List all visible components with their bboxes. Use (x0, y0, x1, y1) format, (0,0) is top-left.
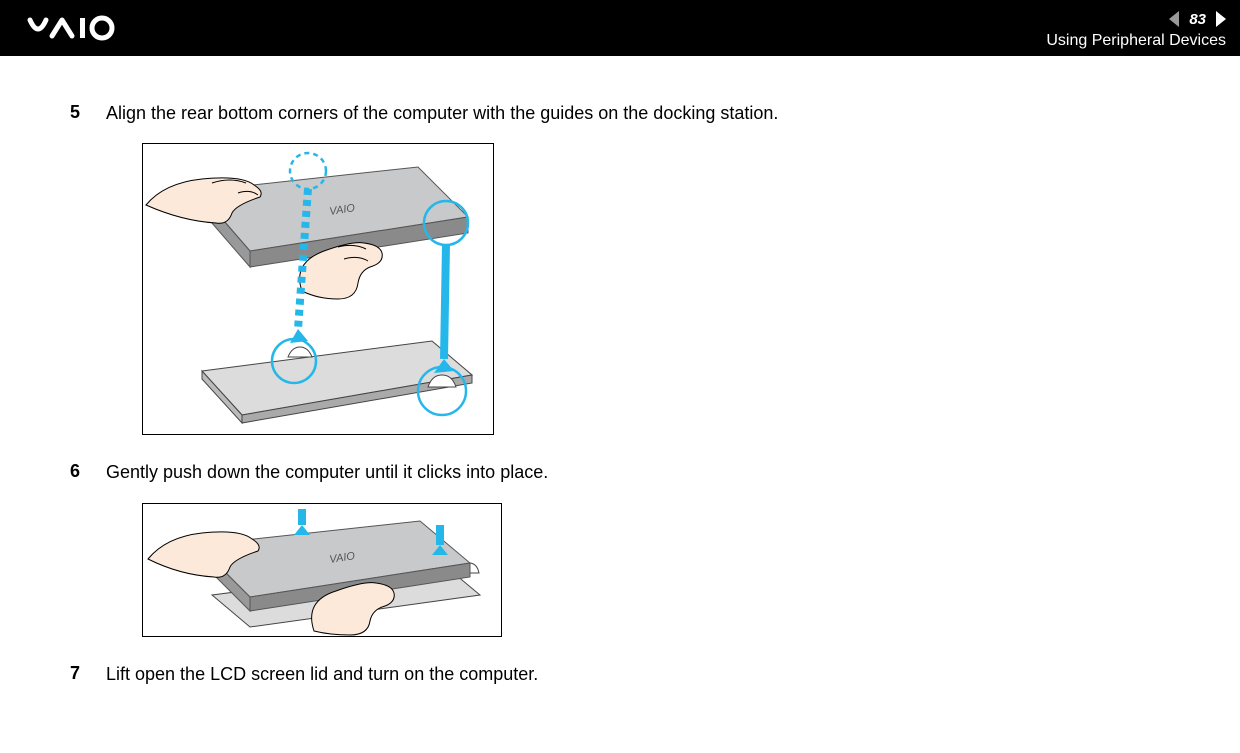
figure-push-svg: VAIO (142, 503, 502, 637)
page-number: 83 (1189, 11, 1206, 28)
section-title: Using Peripheral Devices (1046, 32, 1226, 50)
step-number: 6 (70, 461, 84, 484)
step-text: Align the rear bottom corners of the com… (106, 102, 778, 125)
nav-prev-icon[interactable] (1169, 11, 1179, 27)
step-number: 5 (70, 102, 84, 125)
step-text: Gently push down the computer until it c… (106, 461, 548, 484)
page-content: 5 Align the rear bottom corners of the c… (0, 56, 1240, 686)
page-header: 83 Using Peripheral Devices (0, 0, 1240, 56)
docking-station (202, 341, 472, 423)
vaio-logo-svg (28, 14, 138, 42)
page-nav: 83 (1169, 11, 1226, 28)
vaio-logo (28, 14, 138, 42)
figure-push: VAIO (142, 503, 502, 637)
figure-align: VAIO (142, 143, 494, 435)
header-right: 83 Using Peripheral Devices (1046, 7, 1226, 50)
step-number: 7 (70, 663, 84, 686)
figure-align-svg: VAIO (142, 143, 494, 435)
step-6: 6 Gently push down the computer until it… (70, 461, 1170, 484)
step-5: 5 Align the rear bottom corners of the c… (70, 102, 1170, 125)
step-7: 7 Lift open the LCD screen lid and turn … (70, 663, 1170, 686)
nav-next-icon[interactable] (1216, 11, 1226, 27)
push-arrow-left (294, 509, 310, 535)
step-text: Lift open the LCD screen lid and turn on… (106, 663, 538, 686)
